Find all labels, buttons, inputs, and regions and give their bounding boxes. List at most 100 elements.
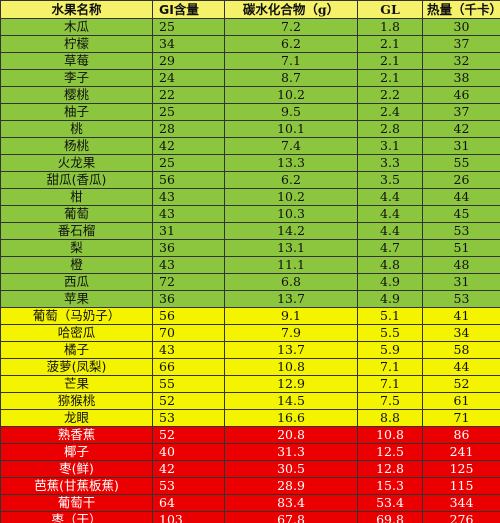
table-row: 木瓜 25 7.2 1.8 30	[0, 18, 500, 36]
table-row: 甜瓜(香瓜) 56 6.2 3.5 26	[0, 171, 500, 189]
cell-gi: 31	[152, 222, 225, 240]
cell-calories: 31	[422, 137, 500, 155]
cell-gl: 69.8	[357, 511, 423, 523]
cell-gi: 56	[152, 307, 225, 325]
table-row: 龙眼 53 16.6 8.8 71	[0, 409, 500, 427]
cell-gi: 22	[152, 86, 225, 104]
cell-carbs: 6.8	[224, 273, 358, 291]
table-row: 葡萄 43 10.3 4.4 45	[0, 205, 500, 223]
cell-gi: 103	[152, 511, 225, 523]
cell-gl: 3.3	[357, 154, 423, 172]
header-fruit-name: 水果名称	[0, 0, 153, 19]
cell-fruit-name: 熟香蕉	[0, 426, 153, 444]
cell-gl: 4.9	[357, 290, 423, 308]
table-row: 哈密瓜 70 7.9 5.5 34	[0, 324, 500, 342]
cell-fruit-name: 草莓	[0, 52, 153, 70]
cell-gi: 34	[152, 35, 225, 53]
cell-calories: 46	[422, 86, 500, 104]
cell-fruit-name: 桃	[0, 120, 153, 138]
cell-carbs: 28.9	[224, 477, 358, 495]
table-row: 番石榴 31 14.2 4.4 53	[0, 222, 500, 240]
cell-calories: 53	[422, 222, 500, 240]
cell-calories: 30	[422, 18, 500, 36]
cell-gl: 7.1	[357, 375, 423, 393]
cell-gi: 53	[152, 477, 225, 495]
cell-gl: 4.4	[357, 222, 423, 240]
cell-carbs: 13.7	[224, 341, 358, 359]
cell-carbs: 30.5	[224, 460, 358, 478]
cell-gl: 2.1	[357, 52, 423, 70]
cell-calories: 344	[422, 494, 500, 512]
cell-fruit-name: 葡萄	[0, 205, 153, 223]
table-row: 熟香蕉 52 20.8 10.8 86	[0, 426, 500, 444]
table-row: 火龙果 25 13.3 3.3 55	[0, 154, 500, 172]
cell-fruit-name: 柠檬	[0, 35, 153, 53]
cell-gi: 52	[152, 426, 225, 444]
cell-gi: 40	[152, 443, 225, 461]
table-row: 芒果 55 12.9 7.1 52	[0, 375, 500, 393]
header-calories: 热量（千卡）	[422, 0, 500, 19]
cell-gl: 5.5	[357, 324, 423, 342]
cell-gl: 2.2	[357, 86, 423, 104]
cell-gi: 43	[152, 341, 225, 359]
cell-gl: 2.8	[357, 120, 423, 138]
cell-calories: 61	[422, 392, 500, 410]
cell-carbs: 9.1	[224, 307, 358, 325]
cell-calories: 41	[422, 307, 500, 325]
cell-fruit-name: 梨	[0, 239, 153, 257]
cell-gl: 7.1	[357, 358, 423, 376]
cell-gi: 43	[152, 205, 225, 223]
cell-gi: 72	[152, 273, 225, 291]
cell-carbs: 13.7	[224, 290, 358, 308]
cell-carbs: 83.4	[224, 494, 358, 512]
cell-gl: 3.5	[357, 171, 423, 189]
cell-gl: 2.1	[357, 69, 423, 87]
cell-calories: 42	[422, 120, 500, 138]
cell-gi: 55	[152, 375, 225, 393]
cell-calories: 241	[422, 443, 500, 461]
cell-carbs: 67.8	[224, 511, 358, 523]
table-row: 李子 24 8.7 2.1 38	[0, 69, 500, 87]
cell-carbs: 16.6	[224, 409, 358, 427]
cell-calories: 34	[422, 324, 500, 342]
table-row: 草莓 29 7.1 2.1 32	[0, 52, 500, 70]
header-gi: GI含量	[152, 0, 225, 19]
cell-calories: 71	[422, 409, 500, 427]
cell-carbs: 14.2	[224, 222, 358, 240]
cell-gl: 5.9	[357, 341, 423, 359]
cell-carbs: 8.7	[224, 69, 358, 87]
cell-gi: 56	[152, 171, 225, 189]
cell-fruit-name: 芒果	[0, 375, 153, 393]
header-gl: GL	[357, 0, 423, 19]
cell-calories: 48	[422, 256, 500, 274]
cell-carbs: 10.8	[224, 358, 358, 376]
cell-carbs: 7.2	[224, 18, 358, 36]
cell-calories: 86	[422, 426, 500, 444]
cell-fruit-name: 枣(鲜)	[0, 460, 153, 478]
cell-carbs: 13.1	[224, 239, 358, 257]
cell-carbs: 7.1	[224, 52, 358, 70]
table-row: 柑 43 10.2 4.4 44	[0, 188, 500, 206]
cell-calories: 44	[422, 188, 500, 206]
cell-gl: 12.8	[357, 460, 423, 478]
cell-gi: 42	[152, 460, 225, 478]
cell-carbs: 10.2	[224, 86, 358, 104]
cell-gi: 36	[152, 239, 225, 257]
cell-carbs: 10.1	[224, 120, 358, 138]
table-row: 杨桃 42 7.4 3.1 31	[0, 137, 500, 155]
cell-carbs: 14.5	[224, 392, 358, 410]
cell-fruit-name: 猕猴桃	[0, 392, 153, 410]
cell-fruit-name: 西瓜	[0, 273, 153, 291]
table-row: 芭蕉(甘蕉板蕉) 53 28.9 15.3 115	[0, 477, 500, 495]
cell-calories: 276	[422, 511, 500, 523]
table-row: 橙 43 11.1 4.8 48	[0, 256, 500, 274]
cell-gi: 66	[152, 358, 225, 376]
cell-calories: 51	[422, 239, 500, 257]
cell-gl: 4.8	[357, 256, 423, 274]
header-carbs: 碳水化合物（g）	[224, 0, 358, 19]
cell-carbs: 7.4	[224, 137, 358, 155]
cell-gi: 43	[152, 188, 225, 206]
cell-fruit-name: 火龙果	[0, 154, 153, 172]
cell-gi: 52	[152, 392, 225, 410]
